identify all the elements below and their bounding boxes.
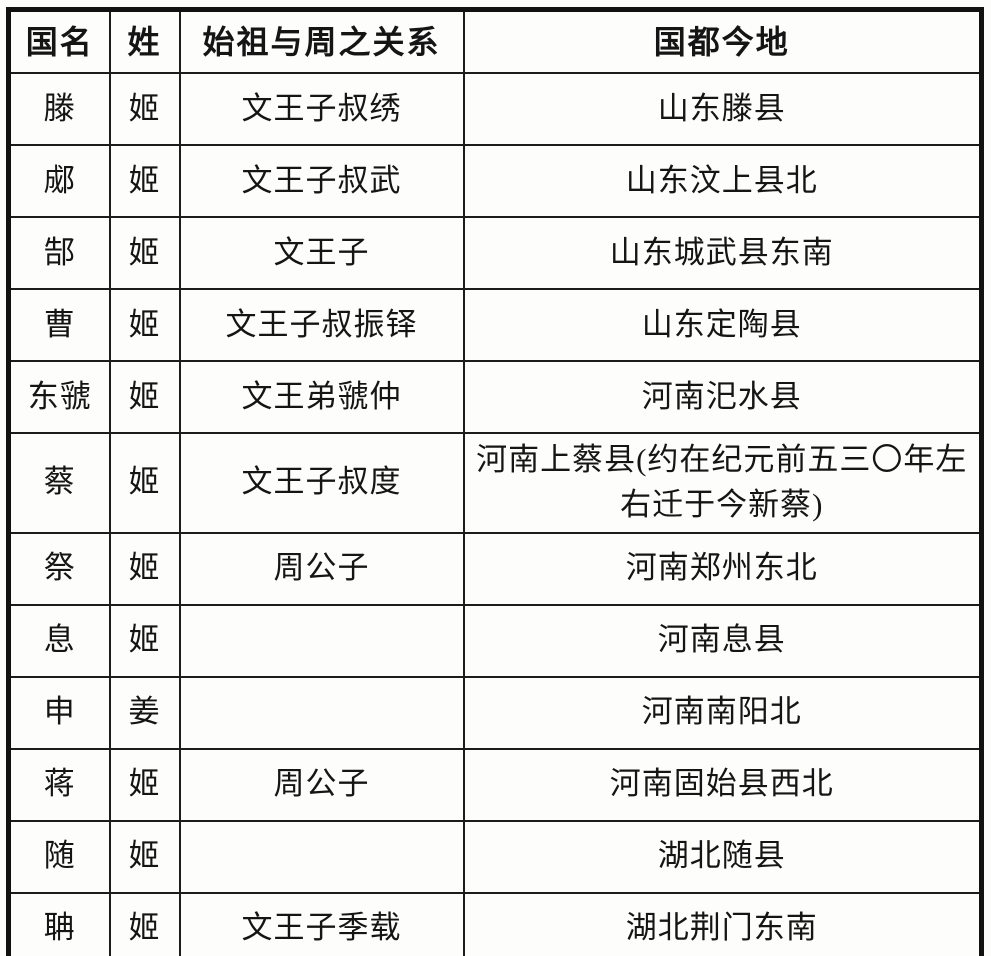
header-capital-today: 国都今地 — [462, 8, 983, 74]
cell-capital-today: 山东滕县 — [462, 72, 983, 146]
cell-relation: 文王子叔武 — [178, 144, 465, 218]
cell-surname: 姬 — [108, 360, 181, 434]
cell-state-name: 郕 — [7, 144, 111, 218]
cell-surname: 姬 — [108, 603, 181, 678]
header-surname: 姓 — [108, 8, 181, 74]
table-row: 申 姜 河南南阳北 — [7, 675, 983, 750]
table-row: 东虢 姬 文王弟虢仲 河南汜水县 — [7, 360, 983, 434]
table-row: 曹 姬 文王子叔振铎 山东定陶县 — [7, 288, 983, 362]
cell-relation: 文王子叔振铎 — [178, 288, 465, 362]
table-row: 随 姬 湖北随县 — [7, 819, 983, 894]
cell-surname: 姬 — [108, 432, 181, 534]
cell-relation — [178, 603, 465, 678]
cell-surname: 姬 — [108, 531, 181, 606]
cell-capital-today: 河南郑州东北 — [462, 531, 983, 606]
table-body: 滕 姬 文王子叔绣 山东滕县 郕 姬 文王子叔武 山东汶上县北 郜 姬 文王子 … — [7, 72, 983, 956]
cell-surname: 姬 — [108, 819, 181, 894]
cell-state-name: 郜 — [7, 216, 111, 290]
header-state-name: 国名 — [7, 8, 111, 74]
cell-state-name: 申 — [7, 675, 111, 750]
cell-relation — [178, 675, 465, 750]
cell-surname: 姬 — [108, 216, 181, 290]
cell-capital-today: 湖北荆门东南 — [462, 891, 983, 956]
table-row: 蔡 姬 文王子叔度 河南上蔡县(约在纪元前五三〇年左右迁于今新蔡) — [7, 432, 983, 534]
header-row: 国名 姓 始祖与周之关系 国都今地 — [7, 8, 983, 74]
cell-surname: 姬 — [108, 288, 181, 362]
cell-capital-today: 湖北随县 — [462, 819, 983, 894]
cell-relation: 文王子季载 — [178, 891, 465, 956]
cell-relation: 文王弟虢仲 — [178, 360, 465, 434]
table-row: 聃 姬 文王子季载 湖北荆门东南 — [7, 891, 983, 956]
cell-state-name: 息 — [7, 603, 111, 678]
table-row: 蒋 姬 周公子 河南固始县西北 — [7, 747, 983, 822]
cell-capital-today: 山东汶上县北 — [462, 144, 983, 218]
cell-state-name: 东虢 — [7, 360, 111, 434]
cell-capital-today: 河南息县 — [462, 603, 983, 678]
cell-state-name: 随 — [7, 819, 111, 894]
cell-state-name: 滕 — [7, 72, 111, 146]
header-relation: 始祖与周之关系 — [178, 8, 465, 74]
cell-capital-today: 山东城武县东南 — [462, 216, 983, 290]
cell-relation — [178, 819, 465, 894]
cell-state-name: 曹 — [7, 288, 111, 362]
feudal-states-table: 国名 姓 始祖与周之关系 国都今地 滕 姬 文王子叔绣 山东滕县 郕 姬 文王子… — [6, 7, 984, 956]
cell-capital-today: 河南固始县西北 — [462, 747, 983, 822]
cell-capital-today: 河南南阳北 — [462, 675, 983, 750]
cell-surname: 姬 — [108, 72, 181, 146]
cell-relation: 文王子 — [178, 216, 465, 290]
cell-relation: 周公子 — [178, 747, 465, 822]
cell-capital-today: 河南上蔡县(约在纪元前五三〇年左右迁于今新蔡) — [462, 432, 983, 534]
cell-state-name: 祭 — [7, 531, 111, 606]
cell-relation: 周公子 — [178, 531, 465, 606]
cell-surname: 姬 — [108, 891, 181, 956]
cell-capital-today: 河南汜水县 — [462, 360, 983, 434]
table-row: 祭 姬 周公子 河南郑州东北 — [7, 531, 983, 606]
cell-surname: 姬 — [108, 747, 181, 822]
cell-surname: 姬 — [108, 144, 181, 218]
table-row: 滕 姬 文王子叔绣 山东滕县 — [7, 72, 983, 146]
cell-relation: 文王子叔绣 — [178, 72, 465, 146]
table-row: 息 姬 河南息县 — [7, 603, 983, 678]
table-row: 郕 姬 文王子叔武 山东汶上县北 — [7, 144, 983, 218]
cell-state-name: 蔡 — [7, 432, 111, 534]
cell-surname: 姜 — [108, 675, 181, 750]
table-row: 郜 姬 文王子 山东城武县东南 — [7, 216, 983, 290]
cell-relation: 文王子叔度 — [178, 432, 465, 534]
cell-capital-today: 山东定陶县 — [462, 288, 983, 362]
cell-state-name: 蒋 — [7, 747, 111, 822]
cell-state-name: 聃 — [7, 891, 111, 956]
